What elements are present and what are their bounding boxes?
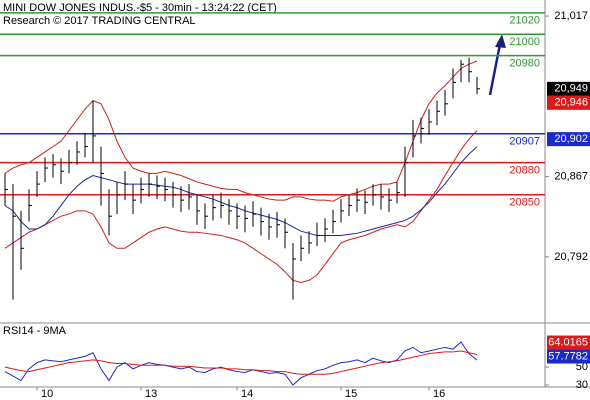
level-label: 20880 [509,165,540,177]
forecast-arrow [488,34,506,96]
price-marker [547,95,590,110]
x-tick-label: 15 [345,388,357,400]
overlay-line [4,60,478,202]
price-marker [547,132,590,147]
level-label: 20980 [509,58,540,70]
chart-subtitle: Research © 2017 TRADING CENTRAL [3,15,196,27]
overlay-line [4,130,478,284]
rsi-line [4,341,478,386]
x-tick-label: 14 [241,388,253,400]
last-value-label: 57.7782 [548,350,588,362]
overlay-line [4,146,478,236]
price-marker-label: 20,949 [554,83,588,95]
price-marker [547,81,590,96]
price-marker-label: 20,902 [554,133,588,145]
chart-title: MINI DOW JONES INDUS.-$5 - 30min - 13:24… [3,2,277,14]
last-value-box [547,335,590,350]
rsi-line [4,350,478,375]
y-tick-label: 50 [576,361,588,373]
y-tick-label: 20,792 [554,251,588,263]
level-label: 21020 [509,15,540,27]
x-tick-label: 13 [145,388,157,400]
level-label: 20907 [509,136,540,148]
x-tick-label: 16 [433,388,445,400]
y-tick-label: 21,017 [554,10,588,22]
last-value-label: 64.0165 [548,336,588,348]
y-tick-label: 20,867 [554,170,588,182]
y-tick-label: 30 [576,379,588,391]
level-label: 20850 [509,197,540,209]
rsi-title: RSI14 - 9MA [3,325,67,337]
price-marker-label: 20,946 [554,97,588,109]
last-value-box [547,349,590,364]
level-label: 21000 [509,36,540,48]
x-tick-label: 10 [41,388,53,400]
